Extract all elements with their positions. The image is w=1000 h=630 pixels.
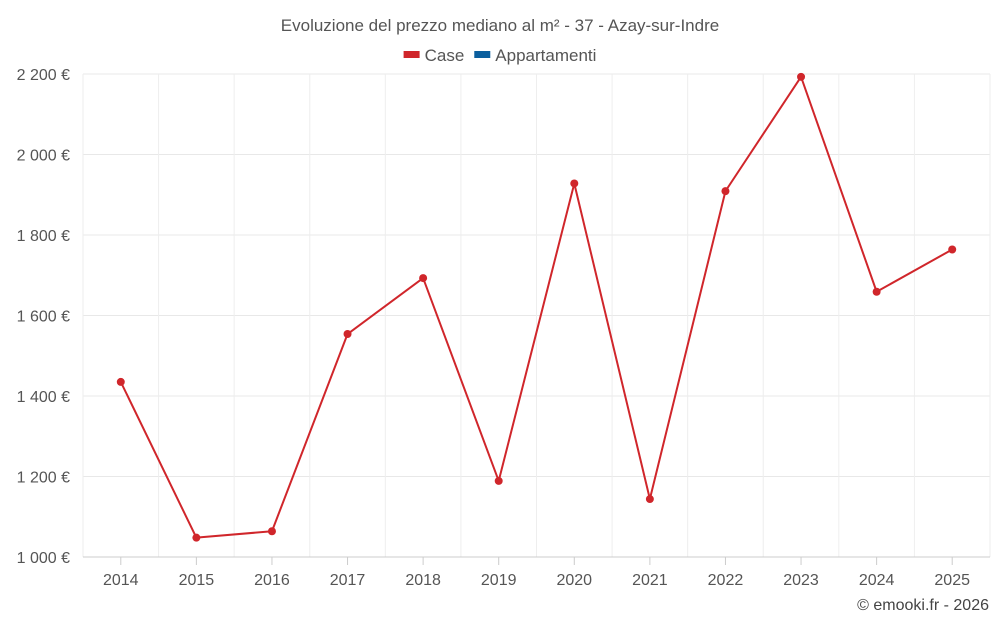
x-tick-label: 2025 xyxy=(934,572,970,589)
series-group xyxy=(116,72,957,542)
data-point[interactable] xyxy=(267,527,276,536)
x-tick-label: 2016 xyxy=(254,572,290,589)
y-tick-label: 1 800 € xyxy=(17,228,70,245)
legend-swatch-case[interactable] xyxy=(403,51,420,58)
y-tick-label: 1 200 € xyxy=(17,470,70,487)
data-point[interactable] xyxy=(872,287,881,296)
data-point[interactable] xyxy=(797,72,806,81)
x-tick-label: 2024 xyxy=(859,572,895,589)
data-point[interactable] xyxy=(721,187,730,196)
data-point[interactable] xyxy=(948,245,957,254)
data-point[interactable] xyxy=(419,274,428,283)
x-tick-label: 2017 xyxy=(330,572,366,589)
data-point[interactable] xyxy=(192,533,201,542)
x-tick-label: 2022 xyxy=(708,572,744,589)
data-point[interactable] xyxy=(570,179,579,188)
y-tick-label: 2 000 € xyxy=(17,148,70,165)
x-tick-label: 2023 xyxy=(783,572,819,589)
legend: Case Appartamenti xyxy=(403,46,596,65)
chart-title: Evoluzione del prezzo mediano al m² - 37… xyxy=(281,16,719,35)
y-tick-label: 1 000 € xyxy=(17,550,70,567)
y-tick-label: 1 600 € xyxy=(17,309,70,326)
legend-swatch-appartamenti[interactable] xyxy=(474,51,491,58)
legend-label-case[interactable]: Case xyxy=(425,46,465,65)
x-tick-label: 2015 xyxy=(179,572,215,589)
x-tick-label: 2019 xyxy=(481,572,517,589)
axes: 1 000 € 1 200 € 1 400 € 1 600 € 1 800 € 2 000… xyxy=(17,67,990,589)
series-line-case xyxy=(119,75,953,539)
x-tick-label: 2021 xyxy=(632,572,668,589)
data-point[interactable] xyxy=(494,476,503,485)
grid xyxy=(82,73,991,558)
legend-label-appartamenti[interactable]: Appartamenti xyxy=(495,46,596,65)
data-point[interactable] xyxy=(343,330,352,339)
x-tick-label: 2018 xyxy=(405,572,441,589)
credit-text: © emooki.fr - 2026 xyxy=(857,597,989,614)
data-point[interactable] xyxy=(116,377,125,386)
x-tick-label: 2014 xyxy=(103,572,139,589)
y-tick-label: 2 200 € xyxy=(17,67,70,84)
x-tick-label: 2020 xyxy=(556,572,592,589)
y-tick-label: 1 400 € xyxy=(17,389,70,406)
data-point[interactable] xyxy=(645,495,654,504)
